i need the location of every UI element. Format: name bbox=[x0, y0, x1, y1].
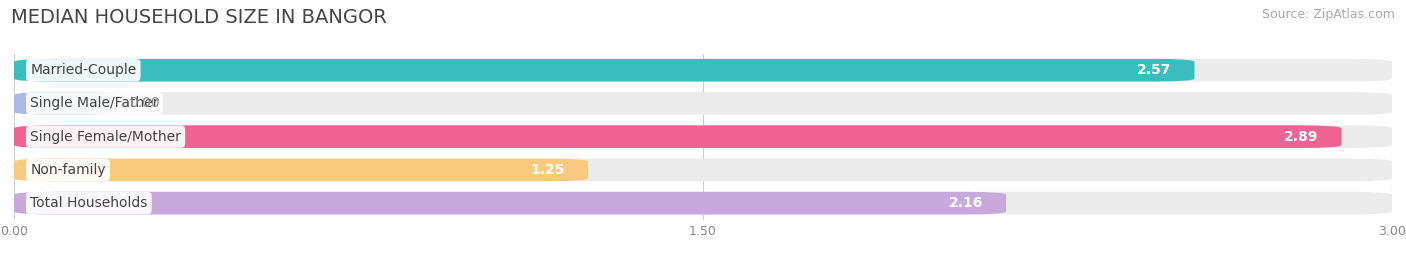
FancyBboxPatch shape bbox=[14, 59, 1195, 81]
Text: Single Male/Father: Single Male/Father bbox=[30, 96, 159, 110]
Text: 1.25: 1.25 bbox=[530, 163, 565, 177]
Text: 0.00: 0.00 bbox=[129, 96, 159, 110]
Text: Non-family: Non-family bbox=[30, 163, 105, 177]
Text: 2.16: 2.16 bbox=[949, 196, 983, 210]
FancyBboxPatch shape bbox=[14, 92, 115, 115]
FancyBboxPatch shape bbox=[14, 125, 1341, 148]
FancyBboxPatch shape bbox=[14, 192, 1007, 214]
FancyBboxPatch shape bbox=[14, 92, 1392, 115]
FancyBboxPatch shape bbox=[14, 159, 1392, 181]
FancyBboxPatch shape bbox=[14, 125, 1392, 148]
FancyBboxPatch shape bbox=[14, 59, 1392, 81]
Text: Total Households: Total Households bbox=[30, 196, 148, 210]
Text: Married-Couple: Married-Couple bbox=[30, 63, 136, 77]
Text: Single Female/Mother: Single Female/Mother bbox=[30, 130, 181, 144]
Text: 2.89: 2.89 bbox=[1284, 130, 1319, 144]
Text: 2.57: 2.57 bbox=[1137, 63, 1171, 77]
FancyBboxPatch shape bbox=[14, 159, 588, 181]
Text: MEDIAN HOUSEHOLD SIZE IN BANGOR: MEDIAN HOUSEHOLD SIZE IN BANGOR bbox=[11, 8, 387, 27]
Text: Source: ZipAtlas.com: Source: ZipAtlas.com bbox=[1261, 8, 1395, 21]
FancyBboxPatch shape bbox=[14, 192, 1392, 214]
